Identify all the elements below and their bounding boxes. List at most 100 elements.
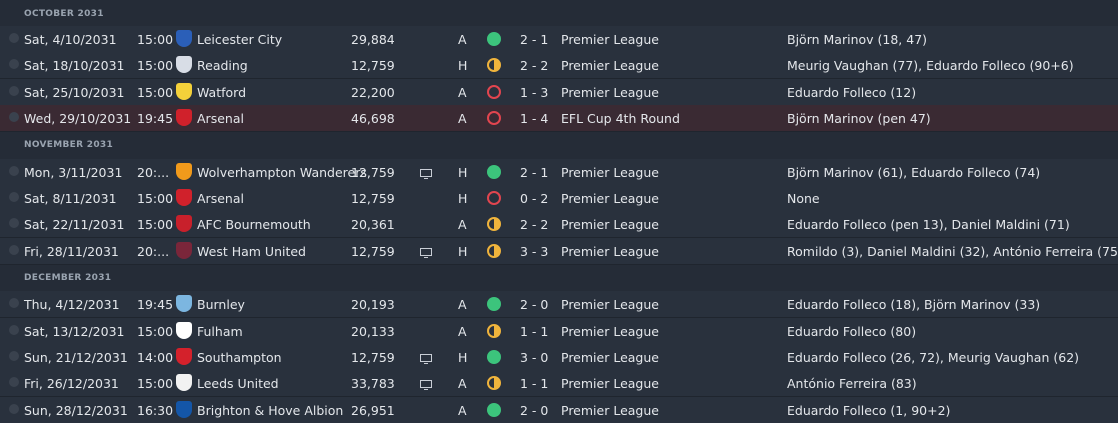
opponent: Southampton — [197, 350, 282, 365]
kickoff-time: 14:00 — [137, 350, 174, 365]
venue: A — [458, 376, 467, 392]
tv-icon — [420, 352, 432, 367]
venue: A — [458, 110, 467, 126]
score: 2 - 0 — [520, 297, 549, 313]
status-icon — [9, 218, 19, 229]
status-icon — [9, 33, 19, 43]
date: Sat, 22/11/2031 — [24, 217, 125, 233]
result-icon — [487, 32, 501, 46]
kickoff-time: 15:00 — [137, 58, 174, 74]
competition: Premier League — [561, 191, 659, 206]
tv-glyph — [420, 354, 432, 364]
club-crest — [176, 295, 192, 313]
status-icon — [9, 192, 19, 202]
venue: A — [458, 217, 467, 233]
attendance: 33,783 — [351, 376, 395, 392]
tv-icon — [420, 378, 432, 393]
scorers: Eduardo Folleco (12) — [787, 84, 917, 100]
club-crest — [176, 374, 192, 392]
result-icon — [487, 58, 501, 73]
date: Sat, 13/12/2031 — [24, 323, 125, 339]
venue: H — [458, 350, 468, 365]
scorers: Eduardo Folleco (18), Björn Marinov (33) — [787, 297, 1041, 313]
result-icon — [487, 297, 501, 312]
date: Mon, 3/11/2031 — [24, 164, 123, 180]
status-icon — [9, 59, 19, 70]
opponent: Burnley — [197, 297, 245, 313]
status-icon — [9, 85, 19, 96]
result-icon — [487, 110, 501, 125]
scorers: None — [787, 191, 820, 206]
club-crest — [176, 189, 192, 206]
date: Fri, 26/12/2031 — [24, 376, 119, 392]
opponent: Leeds United — [197, 376, 279, 392]
kickoff-time: 19:45 — [137, 110, 174, 126]
competition: EFL Cup 4th Round — [561, 110, 680, 126]
attendance: 12,759 — [351, 191, 395, 206]
tv-glyph — [420, 380, 432, 391]
result-icon — [487, 323, 501, 338]
scorers: Björn Marinov (pen 47) — [787, 110, 931, 126]
fixture-row[interactable]: Thu, 4/12/2031 19:45 Burnley 20,193 A 2 - 0 Pr… — [0, 291, 1118, 319]
fixture-row[interactable]: Sat, 8/11/2031 15:00 Arsenal 12,759 H 0 - 2 Pr… — [0, 185, 1118, 212]
score: 2 - 2 — [520, 217, 549, 233]
kickoff-time: 15:00 — [137, 376, 174, 392]
opponent: Watford — [197, 84, 247, 100]
month-label: NOVEMBER 2031 — [24, 140, 114, 151]
fixture-row[interactable]: Wed, 29/10/2031 19:45 Arsenal 46,698 A 1 - 4 E… — [0, 104, 1118, 132]
date: Wed, 29/10/2031 — [24, 110, 132, 126]
scorers: Eduardo Folleco (1, 90+2) — [787, 402, 951, 418]
kickoff-time: 15:00 — [137, 32, 174, 47]
fixture-row[interactable]: Sat, 4/10/2031 15:00 Leicester City 29,884 A… — [0, 26, 1118, 53]
attendance: 29,884 — [351, 32, 395, 47]
status-icon — [9, 111, 19, 122]
venue: A — [458, 323, 467, 339]
scorers: Eduardo Folleco (26, 72), Meurig Vaughan… — [787, 350, 1080, 365]
fixture-row[interactable]: Sat, 25/10/2031 15:00 Watford 22,200 A 1 - 3 P… — [0, 78, 1118, 106]
status-icon — [9, 165, 19, 176]
fixture-row[interactable]: Sun, 21/12/2031 14:00 Southampton 12,759 H 3 … — [0, 344, 1118, 371]
attendance: 20,193 — [351, 297, 395, 313]
fixture-row[interactable]: Sat, 18/10/2031 15:00 Reading 12,759 H 2 - 2 P… — [0, 52, 1118, 80]
venue: A — [458, 84, 467, 100]
score: 1 - 1 — [520, 376, 549, 392]
kickoff-time: 20:... — [137, 164, 170, 180]
kickoff-time: 16:30 — [137, 402, 174, 418]
score: 2 - 0 — [520, 402, 549, 418]
opponent: Arsenal — [197, 191, 244, 206]
kickoff-time: 15:00 — [137, 191, 174, 206]
date: Sun, 21/12/2031 — [24, 350, 128, 365]
attendance: 22,200 — [351, 84, 395, 100]
result-icon — [487, 217, 501, 232]
score: 1 - 3 — [520, 84, 549, 100]
month-label: DECEMBER 2031 — [24, 272, 112, 283]
month-label: OCTOBER 2031 — [24, 9, 104, 19]
club-crest — [176, 30, 192, 47]
opponent: Brighton & Hove Albion — [197, 402, 344, 418]
opponent: Reading — [197, 58, 248, 74]
club-crest — [176, 321, 192, 339]
score: 3 - 3 — [520, 243, 549, 259]
date: Sat, 18/10/2031 — [24, 58, 125, 74]
competition: Premier League — [561, 217, 659, 233]
fixture-row[interactable]: Sun, 28/12/2031 16:30 Brighton & Hove Albi… — [0, 396, 1118, 423]
fixture-row[interactable]: Sat, 13/12/2031 15:00 Fulham 20,133 A 1 - 1 Pr… — [0, 317, 1118, 345]
date: Sun, 28/12/2031 — [24, 402, 128, 418]
venue: H — [458, 243, 468, 259]
tv-glyph — [420, 168, 432, 179]
result-icon — [487, 84, 501, 99]
opponent: AFC Bournemouth — [197, 217, 311, 233]
fixture-row[interactable]: Sat, 22/11/2031 15:00 AFC Bournemouth 20,36… — [0, 211, 1118, 239]
attendance: 12,759 — [351, 58, 395, 74]
kickoff-time: 15:00 — [137, 217, 174, 233]
club-crest — [176, 241, 192, 259]
scorers: Björn Marinov (18, 47) — [787, 32, 928, 47]
status-icon — [9, 351, 19, 361]
tv-glyph — [420, 247, 432, 258]
fixture-row[interactable]: Fri, 26/12/2031 15:00 Leeds United 33,783 A 1… — [0, 370, 1118, 398]
competition: Premier League — [561, 58, 659, 74]
opponent: Leicester City — [197, 32, 283, 47]
status-icon — [9, 298, 19, 309]
fixture-row[interactable]: Fri, 28/11/2031 20:... West Ham United 12,7… — [0, 237, 1118, 265]
fixture-row[interactable]: Mon, 3/11/2031 20:... Wolverhampton Wander… — [0, 158, 1118, 186]
